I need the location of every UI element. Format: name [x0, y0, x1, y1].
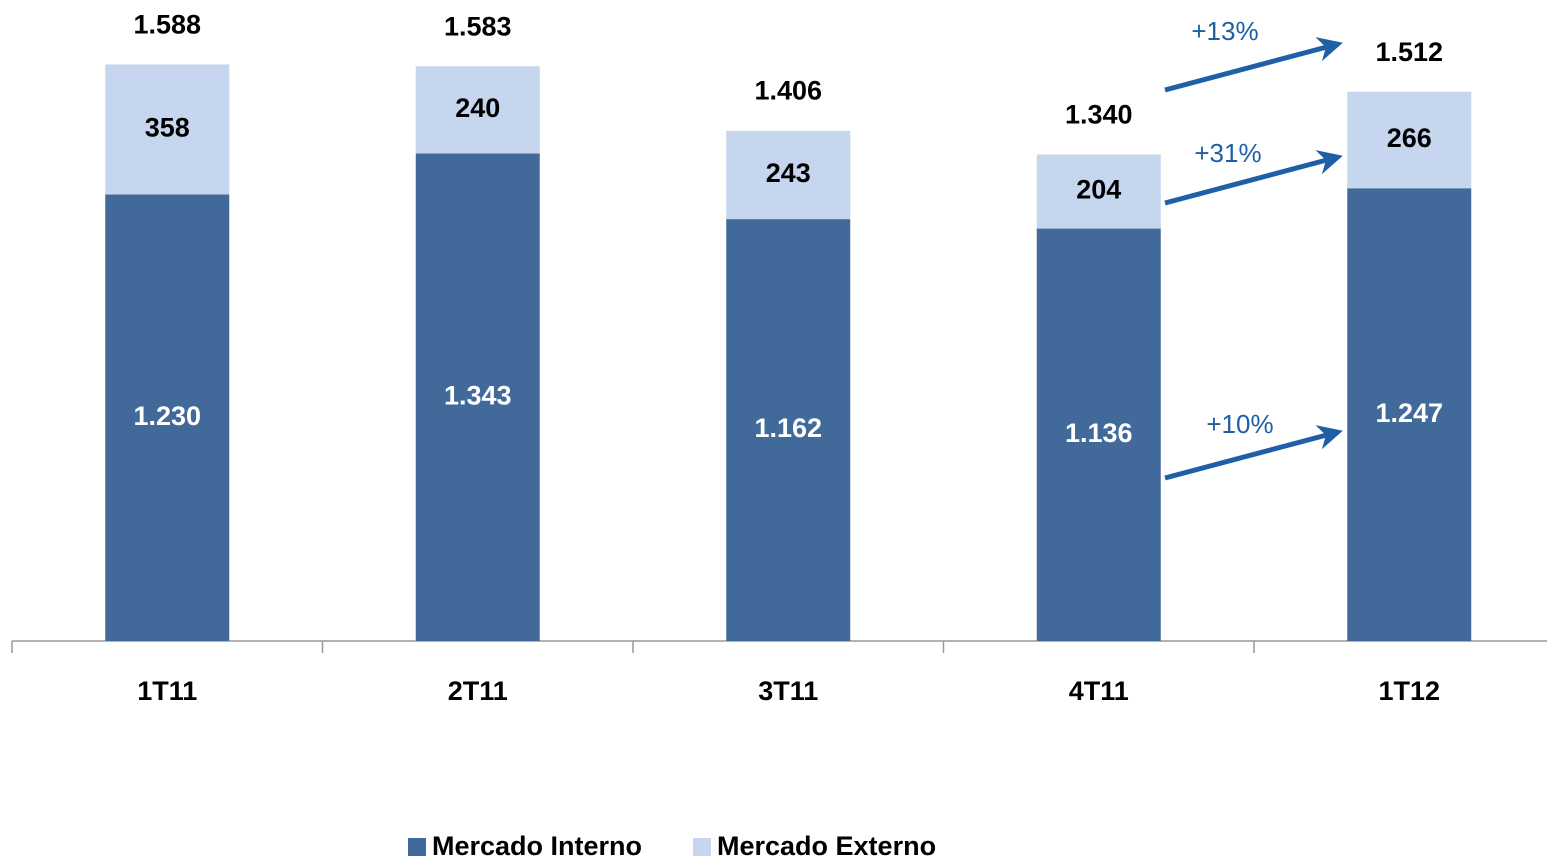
arrow	[1164, 425, 1343, 481]
total-label: 1.588	[133, 10, 201, 40]
total-label: 1.583	[444, 11, 512, 41]
bar-segment	[415, 66, 540, 154]
bar-segment	[105, 64, 230, 195]
annotation: +13%	[1191, 16, 1258, 46]
data-label: 358	[145, 113, 190, 143]
arrow	[1164, 37, 1343, 93]
annotation: +10%	[1206, 409, 1273, 439]
x-tick-label: 1T11	[137, 676, 197, 706]
total-label: 1.512	[1375, 37, 1443, 67]
legend-swatch	[693, 838, 711, 856]
x-tick-label: 2T11	[448, 676, 508, 706]
data-label: 1.343	[444, 380, 512, 410]
x-tick-label: 4T11	[1069, 676, 1129, 706]
x-tick-label: 3T11	[758, 676, 818, 706]
x-tick-label: 1T12	[1378, 676, 1440, 706]
growth-arrows	[1164, 37, 1343, 481]
legend-swatch	[408, 838, 426, 856]
legend-label: Mercado Externo	[717, 831, 936, 859]
bar-segment	[1036, 154, 1161, 229]
data-label: 1.247	[1375, 398, 1443, 428]
data-label: 243	[766, 158, 811, 188]
annotation: +31%	[1194, 138, 1261, 168]
bar-segment	[105, 194, 230, 641]
total-label: 1.406	[754, 76, 822, 106]
bar-segment	[1036, 228, 1161, 641]
bar-segment	[1347, 188, 1472, 642]
total-label: 1.340	[1065, 100, 1133, 130]
legend-label: Mercado Interno	[432, 831, 642, 859]
data-label: 1.136	[1065, 418, 1133, 448]
bar-segment	[415, 153, 540, 642]
data-label: 1.230	[133, 401, 201, 431]
bar-segment	[1347, 91, 1472, 189]
data-label: 1.162	[754, 413, 822, 443]
data-label: 240	[455, 93, 500, 123]
data-label: 266	[1387, 123, 1432, 153]
arrow	[1164, 150, 1343, 206]
bar-segment	[726, 219, 851, 641]
data-label: 204	[1076, 175, 1121, 205]
bar-segment	[726, 130, 851, 220]
